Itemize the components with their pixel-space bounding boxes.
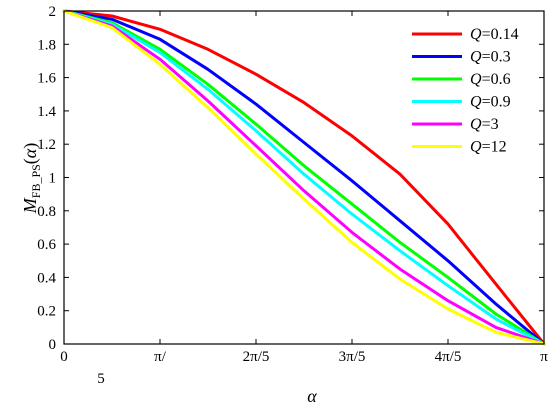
legend-label-0: Q=0.14 — [470, 26, 519, 43]
y-axis-label-close: ) — [20, 143, 41, 149]
legend-label-5: Q=12 — [470, 139, 507, 156]
y-axis-label-main: M — [20, 197, 40, 214]
y-tick-label-2: 0.4 — [37, 270, 56, 286]
legend-label-3: Q=0.9 — [470, 94, 511, 111]
y-tick-label-4: 0.8 — [37, 204, 56, 220]
legend-label-2: Q=0.6 — [470, 71, 511, 88]
y-axis-label-sub: FB_PS — [29, 164, 43, 198]
y-tick-label-3: 0.6 — [37, 237, 56, 253]
x-tick-label-1: π/ — [154, 349, 167, 365]
x-tick-label-4: 4π/5 — [435, 349, 462, 365]
legend: Q=0.14 Q=0.3 Q=0.6 Q=0.9 Q=3 Q=12 — [412, 26, 519, 156]
y-tick-label-8: 1.6 — [37, 71, 56, 87]
x-axis-label: α — [307, 386, 317, 406]
ticks-layer: 0 0.2 0.4 0.6 0.8 1 1.2 1.4 1.6 1.8 2 0 π/5 2π/5 3π/5 4… — [37, 4, 548, 387]
y-axis-label-arg: α — [20, 148, 40, 158]
series-line-4 — [62, 9, 546, 346]
legend-label-4: Q=3 — [470, 116, 499, 133]
y-tick-label-0: 0 — [49, 337, 57, 353]
x-tick-label-3: 3π/5 — [339, 349, 366, 365]
y-axis-label: MFB_PS(α) — [20, 143, 43, 214]
x-tick-label-1-line2: 5 — [97, 371, 105, 387]
series-layer — [62, 9, 546, 346]
y-tick-label-9: 1.8 — [37, 37, 56, 53]
series-line-3 — [62, 9, 546, 346]
series-line-2 — [62, 9, 546, 346]
y-tick-label-5: 1 — [49, 171, 57, 187]
x-tick-label-0: 0 — [60, 349, 68, 365]
y-axis-label-open: ( — [20, 158, 41, 164]
y-tick-label-6: 1.2 — [37, 137, 56, 153]
x-tick-label-5: π — [540, 349, 548, 365]
legend-label-1: Q=0.3 — [470, 49, 511, 66]
y-tick-label-1: 0.2 — [37, 304, 56, 320]
y-tick-label-10: 2 — [49, 4, 57, 20]
series-line-1 — [62, 9, 546, 346]
series-line-0 — [62, 9, 546, 346]
y-tick-label-7: 1.4 — [37, 104, 56, 120]
x-tick-label-2: 2π/5 — [243, 349, 270, 365]
series-line-5 — [62, 9, 546, 346]
